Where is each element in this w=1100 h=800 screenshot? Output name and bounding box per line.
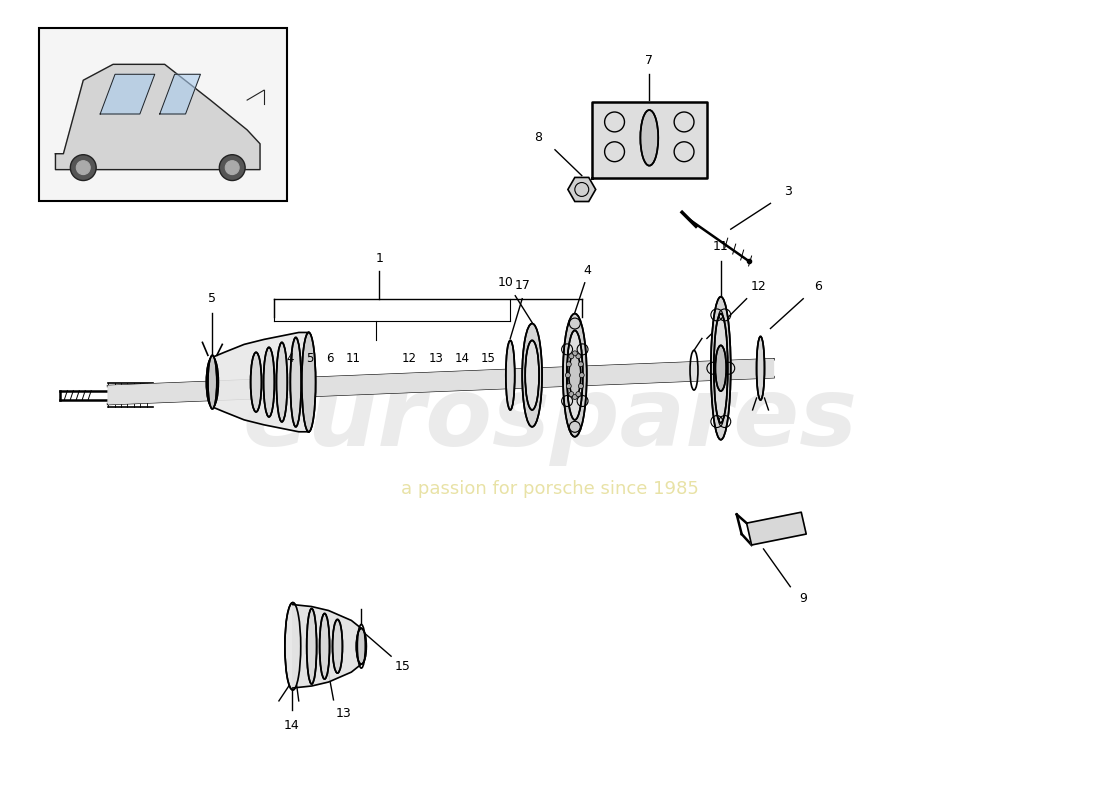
- Text: 13: 13: [428, 352, 443, 365]
- Text: 14: 14: [284, 719, 299, 732]
- Text: 15: 15: [395, 660, 411, 673]
- Text: 11: 11: [713, 239, 728, 253]
- Ellipse shape: [757, 337, 764, 400]
- Text: 6: 6: [814, 280, 822, 294]
- Ellipse shape: [285, 602, 300, 690]
- Ellipse shape: [522, 323, 542, 427]
- Text: a passion for porsche since 1985: a passion for porsche since 1985: [402, 480, 698, 498]
- Ellipse shape: [208, 355, 217, 409]
- Ellipse shape: [332, 619, 342, 673]
- Circle shape: [572, 351, 578, 356]
- Ellipse shape: [356, 629, 366, 664]
- Ellipse shape: [264, 347, 274, 417]
- Ellipse shape: [525, 341, 539, 410]
- Text: 17: 17: [515, 279, 530, 292]
- Circle shape: [575, 392, 581, 397]
- Ellipse shape: [711, 297, 730, 440]
- Ellipse shape: [207, 358, 218, 407]
- Text: 14: 14: [455, 352, 470, 365]
- Text: 1: 1: [375, 253, 383, 266]
- Circle shape: [569, 354, 574, 358]
- Text: eurospares: eurospares: [242, 374, 858, 466]
- Polygon shape: [293, 605, 361, 688]
- Text: 8: 8: [535, 131, 542, 144]
- Circle shape: [565, 373, 571, 378]
- Text: 12: 12: [402, 352, 417, 365]
- Text: 9: 9: [800, 592, 807, 605]
- Ellipse shape: [304, 333, 315, 432]
- Polygon shape: [212, 333, 309, 432]
- Circle shape: [226, 161, 239, 174]
- Text: 15: 15: [481, 352, 496, 365]
- Circle shape: [579, 384, 583, 389]
- Circle shape: [566, 362, 571, 366]
- Text: 4: 4: [584, 265, 592, 278]
- Circle shape: [572, 394, 578, 399]
- Circle shape: [580, 373, 584, 378]
- Circle shape: [569, 392, 574, 397]
- Circle shape: [76, 161, 90, 174]
- Ellipse shape: [307, 609, 317, 684]
- Ellipse shape: [506, 341, 515, 410]
- Ellipse shape: [566, 330, 583, 420]
- Polygon shape: [160, 74, 200, 114]
- Text: 5: 5: [306, 352, 313, 365]
- Polygon shape: [100, 74, 155, 114]
- Polygon shape: [108, 359, 773, 404]
- Polygon shape: [568, 178, 596, 202]
- Ellipse shape: [251, 352, 262, 412]
- Ellipse shape: [301, 333, 316, 432]
- Text: 12: 12: [750, 280, 767, 294]
- Bar: [39, 28, 287, 202]
- Ellipse shape: [640, 110, 658, 166]
- Circle shape: [579, 362, 583, 366]
- Text: 7: 7: [646, 54, 653, 67]
- Circle shape: [566, 384, 571, 389]
- Ellipse shape: [276, 342, 287, 422]
- Circle shape: [219, 154, 245, 181]
- Polygon shape: [592, 102, 707, 178]
- Circle shape: [70, 154, 96, 181]
- Ellipse shape: [290, 338, 301, 427]
- Ellipse shape: [714, 314, 728, 423]
- Polygon shape: [55, 64, 260, 170]
- Text: 5: 5: [208, 292, 217, 306]
- Text: 3: 3: [784, 185, 792, 198]
- Text: 13: 13: [336, 707, 351, 720]
- Text: 10: 10: [497, 276, 514, 290]
- Text: 11: 11: [345, 352, 361, 365]
- Text: 6: 6: [326, 352, 333, 365]
- Circle shape: [575, 354, 581, 358]
- Ellipse shape: [563, 314, 586, 437]
- Ellipse shape: [715, 346, 726, 391]
- Text: 4: 4: [286, 352, 294, 365]
- Ellipse shape: [320, 614, 330, 679]
- Polygon shape: [747, 512, 806, 545]
- Ellipse shape: [569, 354, 581, 397]
